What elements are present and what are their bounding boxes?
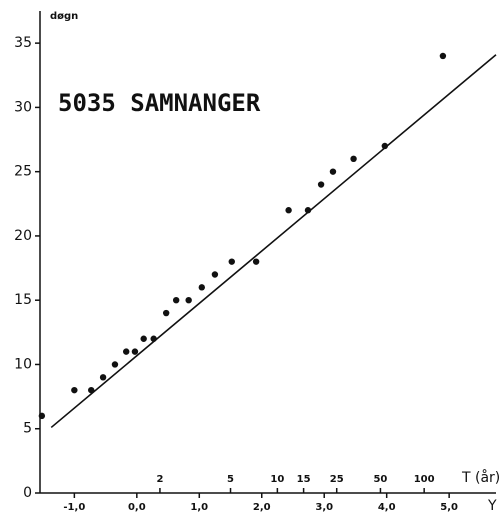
x-tick-label: 0,0 <box>128 502 146 513</box>
point <box>285 207 292 214</box>
point <box>381 142 389 150</box>
point <box>131 348 139 355</box>
point <box>252 258 260 265</box>
point <box>172 297 180 304</box>
x2-tick-label: 2 <box>156 474 163 485</box>
point <box>162 309 170 317</box>
point <box>99 374 107 381</box>
y-tick-label: 15 <box>14 292 32 308</box>
x2-tick-label: 10 <box>270 474 284 485</box>
y-axis-label: døgn <box>50 11 78 22</box>
point <box>140 335 147 342</box>
point <box>329 168 337 175</box>
y-tick-label: 0 <box>23 485 32 501</box>
point <box>185 297 192 304</box>
x-tick-label: -1,0 <box>63 502 85 513</box>
x-axis-label: Y <box>487 498 497 514</box>
chart-title: 5035 SAMNANGER <box>58 89 261 117</box>
fit-line <box>50 54 497 429</box>
point <box>123 348 130 355</box>
point <box>111 361 119 368</box>
x-tick-label: 5,0 <box>440 502 458 513</box>
y-tick-label: 30 <box>14 99 32 115</box>
y-tick-label: 10 <box>14 356 32 372</box>
x2-tick-label: 15 <box>297 474 311 485</box>
point <box>71 386 78 394</box>
point <box>150 335 157 342</box>
y-tick-label: 20 <box>14 228 32 244</box>
point <box>38 412 46 420</box>
x-tick-label: 3,0 <box>315 502 333 513</box>
y-tick-label: 5 <box>23 421 32 437</box>
y-tick-label: 25 <box>14 164 32 180</box>
x-tick-label: 2,0 <box>253 502 271 513</box>
point <box>304 207 312 214</box>
y-tick-label: 35 <box>14 35 32 51</box>
point <box>228 258 235 265</box>
x2-tick-label: 5 <box>227 474 234 485</box>
point <box>198 284 205 291</box>
x2-axis-label: T (år) <box>461 469 500 486</box>
x-tick-label: 1,0 <box>190 502 208 513</box>
x2-tick-label: 50 <box>373 474 387 485</box>
x2-tick-label: 25 <box>330 474 344 485</box>
x-tick-label: 4,0 <box>378 502 396 513</box>
point <box>88 386 95 394</box>
x2-tick-label: 100 <box>414 474 435 485</box>
point <box>211 271 219 278</box>
point <box>317 181 325 188</box>
point <box>439 52 447 60</box>
point <box>350 155 357 163</box>
